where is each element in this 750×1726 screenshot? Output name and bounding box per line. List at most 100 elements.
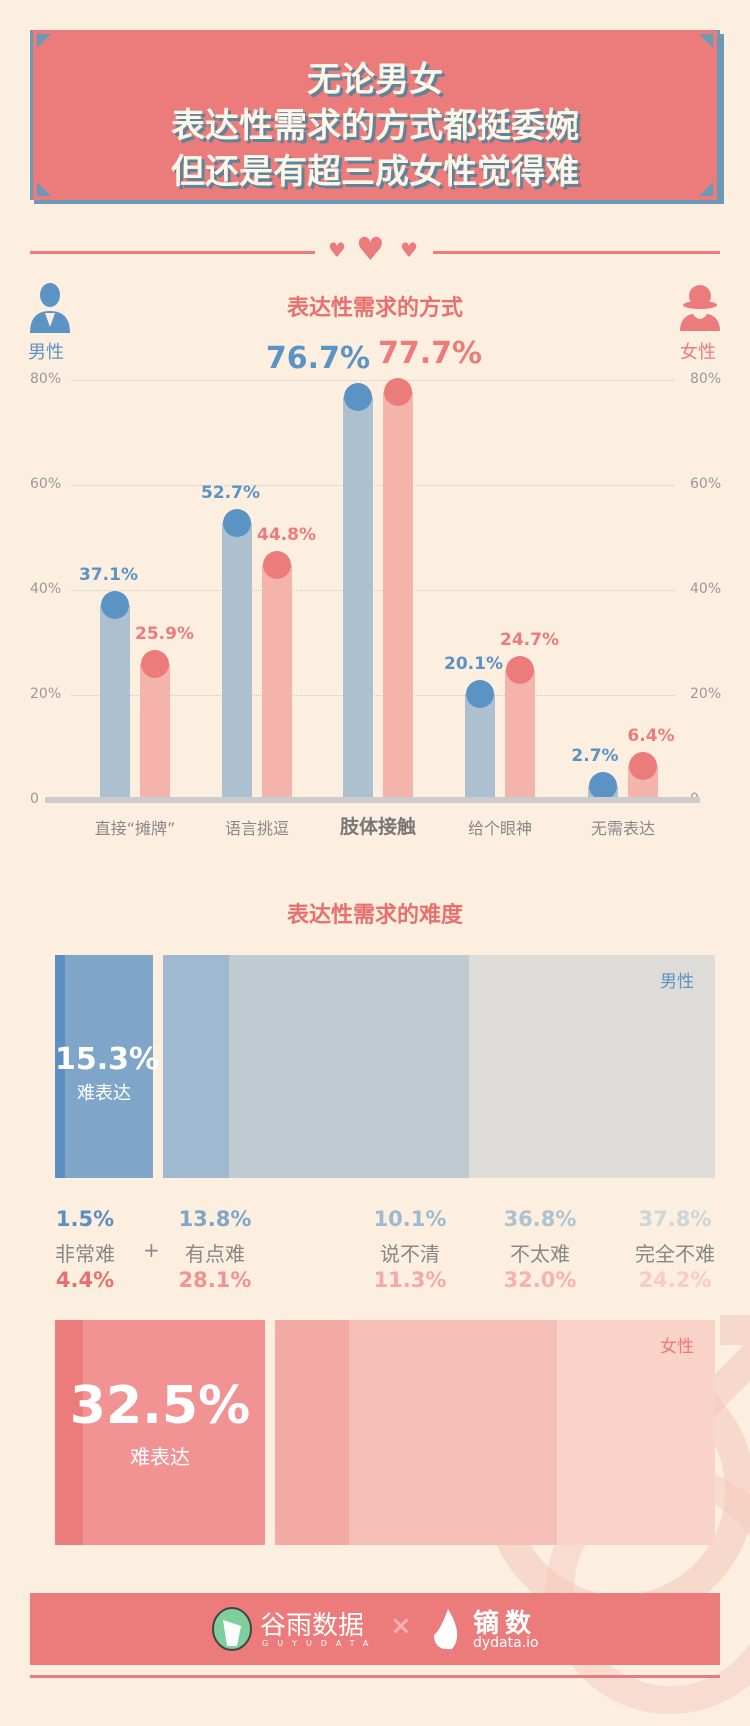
- category-label: 给个眼神: [467, 819, 532, 838]
- hard-total-label: 难表达: [77, 1082, 131, 1104]
- male-point: [101, 591, 129, 620]
- male-pct: 36.8%: [503, 1207, 577, 1231]
- heart-icon: ♥: [356, 230, 385, 268]
- male-bar: [465, 694, 495, 800]
- y-tick-left: 0: [30, 791, 39, 807]
- category-label: 语言挑逗: [224, 819, 289, 838]
- male-value-label: 76.7%: [265, 341, 370, 377]
- heart-icon: ♥: [328, 238, 346, 262]
- female-pct: 28.1%: [178, 1268, 252, 1292]
- female-pct: 4.4%: [55, 1268, 115, 1292]
- segment-very-hard: [55, 1320, 84, 1545]
- title-line-1: 无论男女: [307, 60, 443, 100]
- male-pct: 13.8%: [178, 1207, 252, 1231]
- brand2-name: 镝数: [473, 1609, 538, 1639]
- female-label: 女性: [680, 342, 716, 363]
- y-tick-left: 60%: [30, 476, 62, 492]
- brand1-name: 谷雨数据: [260, 1611, 365, 1641]
- difficulty-label: 有点难: [185, 1242, 245, 1266]
- heart-icon: ♥: [400, 238, 418, 262]
- difficulty-label: 说不清: [380, 1242, 440, 1266]
- dydata-logo-icon: [434, 1609, 458, 1650]
- female-value-label: 6.4%: [627, 726, 675, 747]
- female-point: [141, 650, 169, 679]
- segment-very-hard: [55, 955, 65, 1178]
- male-value-label: 2.7%: [571, 745, 619, 766]
- footer-band: 谷雨数据 GUYUDATA × 镝数 dydata.io: [30, 1593, 720, 1665]
- male-value-label: 20.1%: [444, 654, 503, 675]
- footer-line: [30, 1675, 720, 1678]
- plus-sign: +: [143, 1238, 160, 1262]
- male-point: [589, 771, 617, 800]
- guyu-logo-icon: [212, 1607, 252, 1651]
- segment-3: [348, 1320, 558, 1545]
- hard-total-label: 难表达: [130, 1444, 190, 1469]
- gridline: [70, 380, 675, 381]
- segment-2: [275, 1320, 349, 1545]
- male-bar: [343, 397, 373, 800]
- female-bar: [505, 670, 535, 800]
- male-pct: 1.5%: [55, 1207, 115, 1231]
- male-label: 男性: [28, 342, 64, 363]
- brand1-sub: GUYUDATA: [262, 1639, 378, 1648]
- segment-2: [163, 955, 229, 1178]
- segment-somewhat-hard: [64, 955, 153, 1178]
- female-point: [263, 550, 291, 579]
- female-bar: [262, 564, 292, 800]
- difficulty-label: 不太难: [510, 1242, 570, 1266]
- category-label: 直接“摊牌”: [94, 819, 176, 838]
- x-axis-baseline: [45, 797, 700, 803]
- times-sign: ×: [390, 1611, 412, 1641]
- female-point: [629, 752, 657, 781]
- y-tick-left: 80%: [30, 371, 62, 387]
- divider-right: [433, 251, 720, 254]
- y-tick-left: 40%: [30, 581, 62, 597]
- hard-total-value: 32.5%: [69, 1375, 251, 1436]
- title-line-3: 但还是有超三成女性觉得难: [171, 152, 579, 192]
- y-tick-left: 20%: [30, 686, 62, 702]
- female-value-label: 77.7%: [378, 336, 483, 372]
- segment-3: [228, 955, 469, 1178]
- female-bar: [140, 664, 170, 800]
- segment-4: [468, 955, 715, 1178]
- chart2-title: 表达性需求的难度: [286, 903, 463, 928]
- y-tick-right: 60%: [690, 476, 722, 492]
- chart1-title: 表达性需求的方式: [286, 296, 463, 321]
- female-pct: 32.0%: [503, 1268, 577, 1292]
- series-label: 女性: [660, 1337, 694, 1357]
- difficulty-label: 完全不难: [635, 1242, 715, 1266]
- male-point: [344, 383, 372, 412]
- female-value-label: 44.8%: [257, 524, 316, 545]
- category-label: 肢体接触: [339, 816, 416, 838]
- hard-total-value: 15.3%: [55, 1041, 160, 1077]
- male-point: [466, 680, 494, 709]
- male-value-label: 37.1%: [79, 565, 138, 586]
- man-icon: [30, 283, 70, 333]
- female-bar: [383, 392, 413, 800]
- series-label: 男性: [660, 972, 694, 992]
- y-tick-right: 80%: [690, 371, 722, 387]
- y-tick-right: 20%: [690, 686, 722, 702]
- female-point: [506, 656, 534, 685]
- difficulty-label: 非常难: [55, 1242, 115, 1266]
- divider-left: [30, 251, 315, 254]
- male-value-label: 52.7%: [201, 483, 260, 504]
- segment-4: [557, 1320, 715, 1545]
- female-pct: 11.3%: [373, 1268, 447, 1292]
- title-line-2: 表达性需求的方式都挺委婉: [171, 106, 579, 146]
- category-label: 无需表达: [590, 819, 655, 838]
- title-banner: 无论男女 表达性需求的方式都挺委婉 但还是有超三成女性觉得难: [30, 30, 720, 200]
- female-value-label: 24.7%: [500, 630, 559, 651]
- male-pct: 10.1%: [373, 1207, 447, 1231]
- male-point: [223, 509, 251, 538]
- male-bar: [100, 605, 130, 800]
- y-tick-right: 40%: [690, 581, 722, 597]
- male-pct: 37.8%: [638, 1207, 712, 1231]
- female-pct: 24.2%: [638, 1268, 712, 1292]
- female-value-label: 25.9%: [135, 624, 194, 645]
- brand2-sub: dydata.io: [473, 1635, 539, 1651]
- male-bar: [222, 523, 252, 800]
- woman-icon: [680, 285, 720, 331]
- segment-somewhat-hard: [83, 1320, 265, 1545]
- female-point: [384, 378, 412, 407]
